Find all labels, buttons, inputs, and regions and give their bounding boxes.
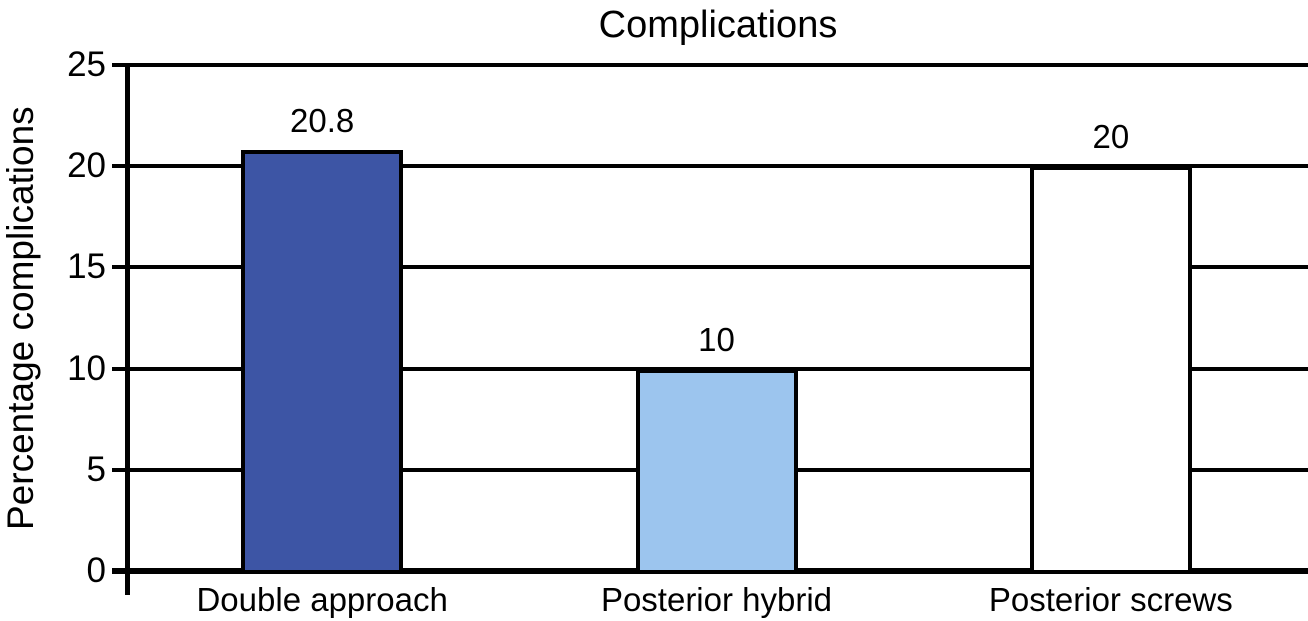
y-axis-line bbox=[125, 63, 130, 595]
bar-value-label: 20.8 bbox=[290, 102, 355, 139]
y-axis-tick-label: 10 bbox=[67, 348, 106, 388]
bar-value-label: 20 bbox=[1092, 118, 1130, 156]
category-label-posterior-screws: Posterior screws bbox=[988, 581, 1233, 618]
chart-title: Complications bbox=[598, 4, 838, 46]
category-label-double-approach: Double approach bbox=[196, 581, 448, 618]
bar-posterior-screws bbox=[1029, 166, 1192, 574]
y-axis-tick-label: 5 bbox=[86, 449, 106, 489]
y-axis-tick-label: 0 bbox=[86, 551, 106, 590]
category-label-posterior-hybrid: Posterior hybrid bbox=[600, 581, 833, 618]
gridline-20 bbox=[112, 164, 1308, 169]
bar-value-label: 10 bbox=[698, 320, 735, 358]
gridline-15 bbox=[112, 265, 1308, 270]
bar-double-approach bbox=[241, 150, 404, 574]
gridline-25 bbox=[112, 63, 1308, 67]
y-axis-tick-label: 15 bbox=[67, 247, 106, 287]
bar-posterior-hybrid bbox=[635, 368, 798, 574]
y-axis-tick-label: 20 bbox=[67, 146, 106, 186]
y-axis-tick-label: 25 bbox=[67, 45, 106, 84]
